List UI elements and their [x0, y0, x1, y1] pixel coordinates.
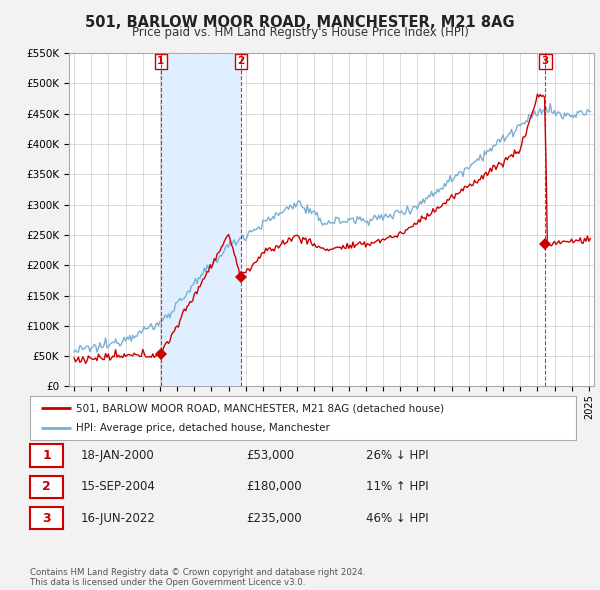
Text: 1: 1	[157, 57, 164, 67]
Text: 16-JUN-2022: 16-JUN-2022	[81, 512, 156, 525]
Text: HPI: Average price, detached house, Manchester: HPI: Average price, detached house, Manc…	[76, 423, 330, 433]
Text: 46% ↓ HPI: 46% ↓ HPI	[366, 512, 428, 525]
Text: 18-JAN-2000: 18-JAN-2000	[81, 449, 155, 462]
Text: £235,000: £235,000	[246, 512, 302, 525]
Text: 2: 2	[42, 480, 51, 493]
Text: 1: 1	[42, 449, 51, 462]
Text: Price paid vs. HM Land Registry's House Price Index (HPI): Price paid vs. HM Land Registry's House …	[131, 26, 469, 39]
Text: £53,000: £53,000	[246, 449, 294, 462]
Text: 11% ↑ HPI: 11% ↑ HPI	[366, 480, 428, 493]
Text: 26% ↓ HPI: 26% ↓ HPI	[366, 449, 428, 462]
Text: 3: 3	[42, 512, 51, 525]
Text: 501, BARLOW MOOR ROAD, MANCHESTER, M21 8AG: 501, BARLOW MOOR ROAD, MANCHESTER, M21 8…	[85, 15, 515, 30]
Text: 15-SEP-2004: 15-SEP-2004	[81, 480, 156, 493]
Bar	[161, 53, 241, 386]
Text: 3: 3	[542, 57, 549, 67]
Text: Contains HM Land Registry data © Crown copyright and database right 2024.
This d: Contains HM Land Registry data © Crown c…	[30, 568, 365, 587]
Text: £180,000: £180,000	[246, 480, 302, 493]
Text: 501, BARLOW MOOR ROAD, MANCHESTER, M21 8AG (detached house): 501, BARLOW MOOR ROAD, MANCHESTER, M21 8…	[76, 403, 445, 413]
Text: 2: 2	[237, 57, 244, 67]
